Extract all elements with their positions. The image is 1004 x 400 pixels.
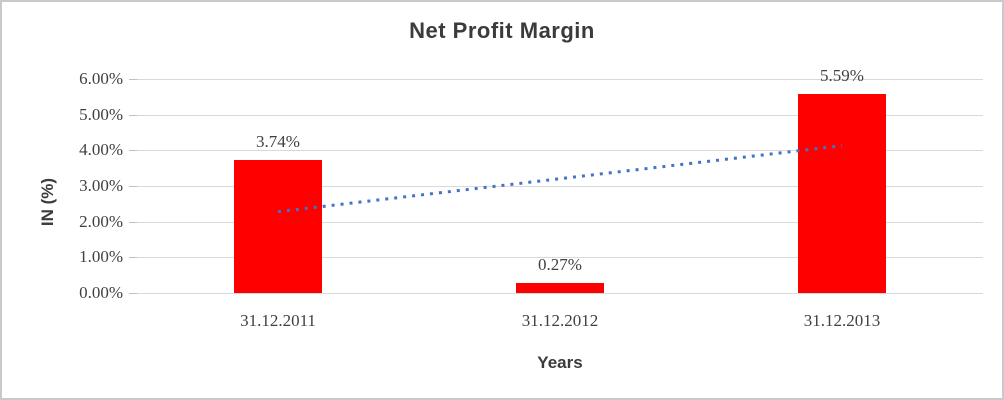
y-axis-tick <box>129 257 137 259</box>
y-tick-label: 4.00% <box>79 140 123 160</box>
y-tick-label: 6.00% <box>79 69 123 88</box>
gridline <box>137 221 983 223</box>
bar <box>798 93 886 293</box>
y-tick-label: 5.00% <box>79 104 123 124</box>
gridline <box>137 79 983 80</box>
y-axis-tick <box>129 293 137 294</box>
y-axis-tick <box>129 150 137 152</box>
y-axis-tick <box>129 79 137 80</box>
x-tick-label: 31.12.2013 <box>803 311 881 330</box>
bar-data-label: 5.59% <box>820 65 864 85</box>
gridline <box>137 114 983 116</box>
y-tick-label: 1.00% <box>79 247 123 267</box>
bar <box>516 283 604 293</box>
chart-title: Net Profit Margin <box>409 18 595 43</box>
x-tick-label: 31.12.2011 <box>240 311 316 330</box>
bar-data-label: 0.27% <box>538 255 582 275</box>
y-tick-label: 3.00% <box>79 176 123 195</box>
gridline <box>137 257 983 259</box>
gridline <box>137 293 983 294</box>
y-tick-label: 2.00% <box>79 211 123 231</box>
bar <box>234 159 322 293</box>
bar-data-label: 3.74% <box>256 131 300 151</box>
y-axis-tick <box>129 114 137 116</box>
x-axis-title: Years <box>537 353 583 372</box>
y-axis-tick <box>129 221 137 223</box>
x-tick-label: 31.12.2012 <box>521 311 599 330</box>
y-axis-tick <box>129 186 137 187</box>
y-tick-label: 0.00% <box>79 283 123 302</box>
y-axis-title: IN (%) <box>38 177 57 227</box>
